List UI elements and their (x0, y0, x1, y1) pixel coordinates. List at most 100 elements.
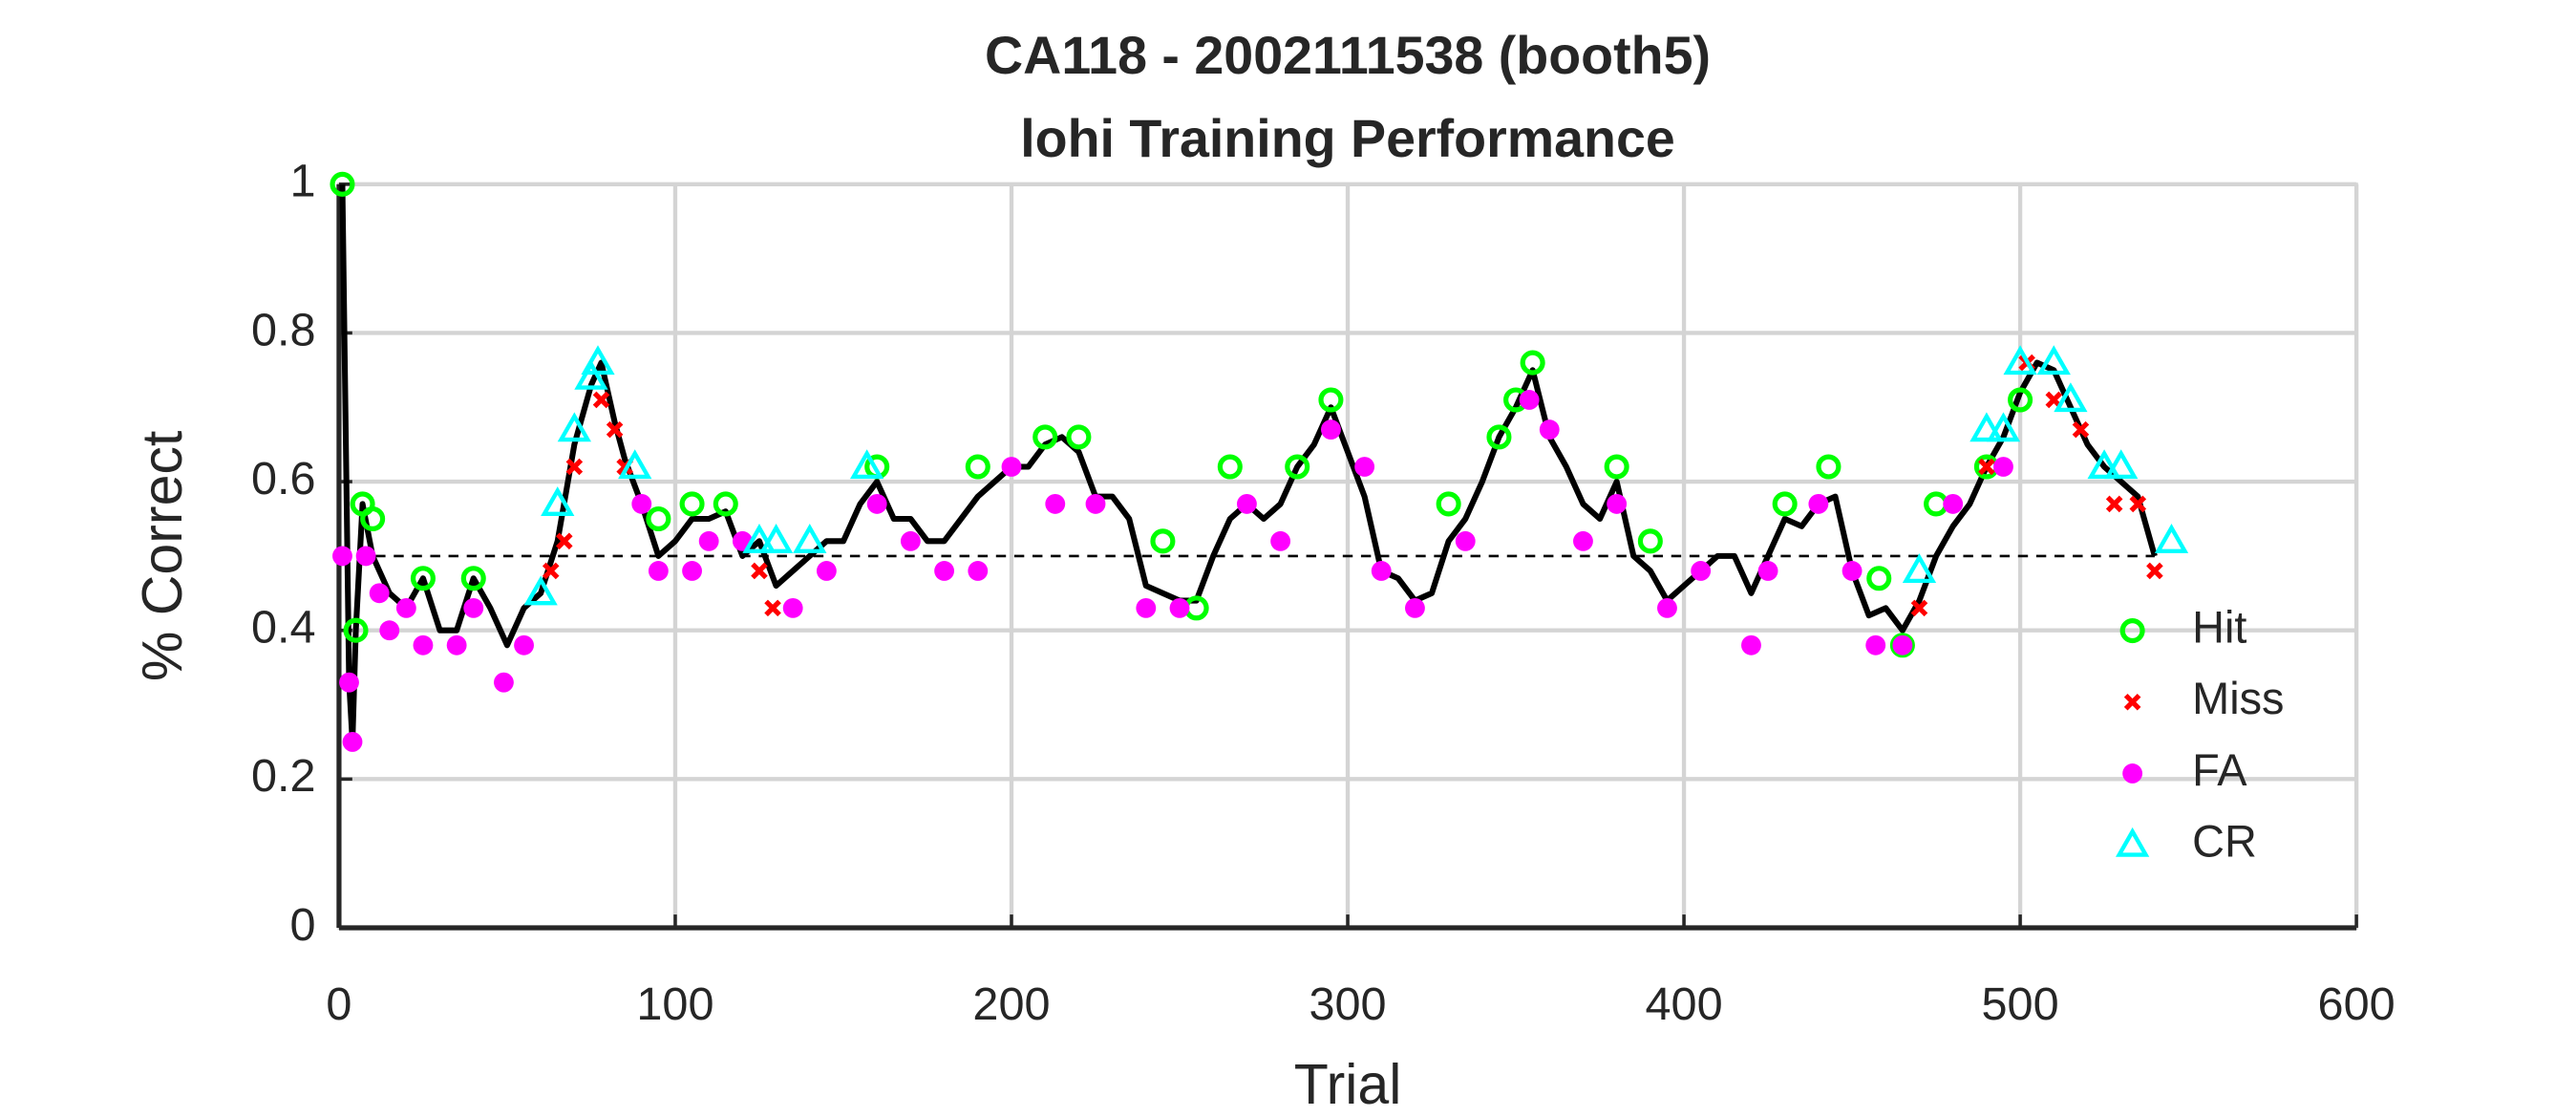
hit-marker (1150, 528, 1176, 554)
miss-marker (592, 391, 610, 409)
cr-marker (523, 575, 558, 606)
cr-marker (742, 524, 777, 553)
fa-marker (1085, 494, 1106, 514)
fa-marker (934, 561, 955, 581)
miss-marker (1978, 458, 1995, 476)
hit-marker (1217, 454, 1243, 480)
y-tick-label: 1 (290, 156, 316, 207)
miss-marker (764, 599, 781, 617)
miss-marker (2146, 562, 2163, 580)
x-tick-label: 0 (326, 978, 351, 1030)
hit-marker (1604, 454, 1629, 480)
hit-marker (1318, 387, 1344, 413)
fa-marker (816, 561, 837, 581)
hit-marker (1772, 491, 1798, 517)
miss-marker (2072, 420, 2090, 439)
fa-marker (1573, 530, 1593, 551)
fa-marker (1539, 419, 1560, 440)
cr-marker (581, 345, 615, 376)
x-tick-label: 400 (1645, 978, 1722, 1030)
fa-marker (682, 561, 702, 581)
fa-marker (1519, 390, 1540, 410)
hit-marker (1066, 424, 1092, 450)
hit-marker (1637, 528, 1663, 554)
fa-marker (900, 530, 921, 551)
fa-marker (2122, 763, 2143, 784)
fa-marker (332, 546, 352, 567)
hit-marker (1486, 424, 1512, 450)
fa-marker (1691, 561, 1712, 581)
cr-marker (2054, 382, 2088, 413)
hit-marker (410, 566, 436, 591)
fa-marker (494, 672, 514, 693)
fa-marker (1136, 597, 1157, 618)
fa-marker (379, 620, 400, 641)
miss-marker (542, 562, 560, 580)
hit-marker (1866, 566, 1892, 591)
hit-marker (343, 617, 369, 643)
fa-marker (395, 597, 416, 618)
cr-marker (2115, 827, 2150, 857)
cr-marker (2154, 524, 2189, 553)
chart-title: CA118 - 2002111538 (booth5) (985, 26, 1711, 85)
hit-marker (965, 454, 990, 480)
fa-marker (1169, 597, 1190, 618)
cr-marker (2036, 345, 2071, 376)
miss-marker (606, 420, 624, 439)
fa-marker (369, 583, 390, 604)
performance-line (339, 183, 2158, 745)
fa-marker (339, 672, 359, 693)
miss-marker (565, 458, 584, 476)
fa-marker (1842, 561, 1863, 581)
fa-marker (968, 561, 989, 581)
fa-marker (1237, 494, 1257, 514)
fa-marker (648, 561, 669, 581)
hit-marker (360, 505, 386, 532)
fa-marker (463, 597, 484, 618)
x-tick-label: 100 (636, 978, 713, 1030)
x-axis-label: Trial (1294, 1053, 1402, 1116)
y-tick-label: 0.4 (251, 602, 316, 654)
fa-marker (1657, 597, 1677, 618)
cr-marker (1986, 412, 2021, 442)
y-tick-label: 0.8 (251, 304, 316, 355)
y-tick-label: 0.6 (251, 453, 316, 505)
hit-marker (460, 566, 486, 591)
fa-marker (342, 732, 363, 752)
fa-marker (866, 494, 887, 514)
fa-marker (1321, 419, 1341, 440)
fa-marker (1001, 457, 1022, 477)
fa-marker (1455, 530, 1476, 551)
cr-marker (541, 486, 575, 517)
hit-marker (1285, 454, 1310, 480)
chart-title: lohi Training Performance (1020, 109, 1675, 168)
hit-marker (713, 491, 738, 517)
legend-label: Miss (2192, 674, 2284, 723)
cr-marker (849, 449, 884, 480)
y-tick-label: 0.2 (251, 750, 316, 802)
miss-marker (2123, 693, 2141, 711)
cr-marker (618, 449, 652, 480)
cr-marker (557, 412, 591, 442)
hit-marker (1033, 424, 1058, 450)
y-axis-label: % Correct (131, 431, 194, 681)
fa-marker (1741, 634, 1761, 655)
cr-marker (574, 359, 608, 390)
hit-marker (1816, 454, 1842, 480)
cr-marker (2003, 345, 2037, 376)
hit-marker (679, 491, 705, 517)
hit-marker (330, 171, 355, 197)
hit-marker (2008, 387, 2033, 413)
fa-marker (446, 634, 467, 655)
cr-marker (1902, 553, 1937, 584)
fa-marker (514, 634, 534, 655)
hit-marker (2119, 618, 2145, 644)
legend-label: FA (2192, 745, 2247, 795)
fa-marker (1371, 561, 1392, 581)
fa-marker (782, 597, 803, 618)
cr-marker (758, 524, 794, 553)
miss-marker (556, 532, 573, 550)
fa-marker (1943, 494, 1964, 514)
fa-marker (1993, 457, 2013, 477)
